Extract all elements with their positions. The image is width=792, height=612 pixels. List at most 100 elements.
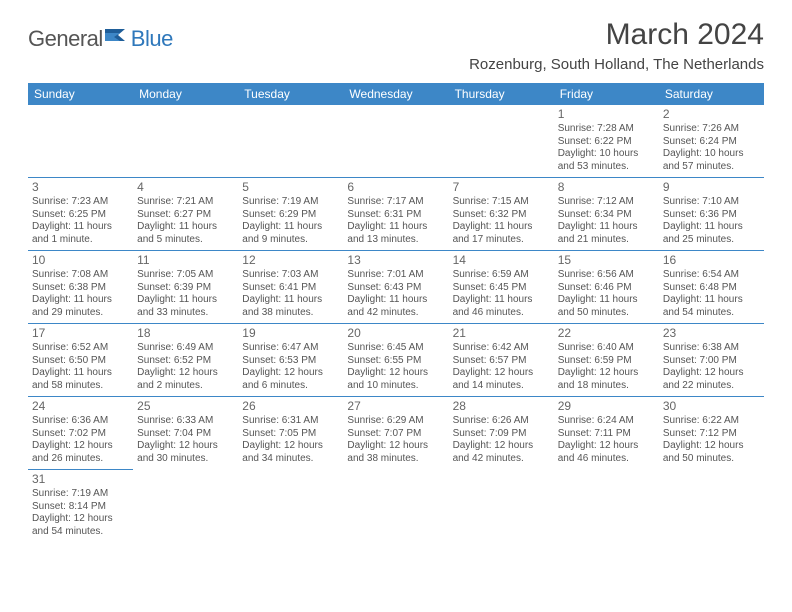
calendar-cell: 19Sunrise: 6:47 AMSunset: 6:53 PMDayligh… <box>238 324 343 397</box>
calendar-week: 24Sunrise: 6:36 AMSunset: 7:02 PMDayligh… <box>28 397 764 470</box>
calendar-cell <box>659 470 764 543</box>
day-number: 1 <box>558 107 655 122</box>
sunset-text: Sunset: 7:02 PM <box>32 428 129 441</box>
month-title: March 2024 <box>469 18 764 52</box>
calendar-cell <box>28 105 133 178</box>
day-number: 5 <box>242 180 339 195</box>
sunset-text: Sunset: 7:11 PM <box>558 428 655 441</box>
sunrise-text: Sunrise: 6:54 AM <box>663 269 760 282</box>
sunrise-text: Sunrise: 7:19 AM <box>242 196 339 209</box>
sunset-text: Sunset: 7:00 PM <box>663 355 760 368</box>
sunrise-text: Sunrise: 7:05 AM <box>137 269 234 282</box>
calendar-cell: 17Sunrise: 6:52 AMSunset: 6:50 PMDayligh… <box>28 324 133 397</box>
sunset-text: Sunset: 6:34 PM <box>558 209 655 222</box>
calendar-cell <box>343 105 448 178</box>
calendar-cell <box>133 470 238 543</box>
sunset-text: Sunset: 6:45 PM <box>453 282 550 295</box>
calendar-cell: 16Sunrise: 6:54 AMSunset: 6:48 PMDayligh… <box>659 251 764 324</box>
day-number: 22 <box>558 326 655 341</box>
calendar-cell: 15Sunrise: 6:56 AMSunset: 6:46 PMDayligh… <box>554 251 659 324</box>
daylight-text: Daylight: 12 hours and 26 minutes. <box>32 440 129 465</box>
sunset-text: Sunset: 6:22 PM <box>558 136 655 149</box>
daylight-text: Daylight: 11 hours and 1 minute. <box>32 221 129 246</box>
calendar-cell: 12Sunrise: 7:03 AMSunset: 6:41 PMDayligh… <box>238 251 343 324</box>
sunset-text: Sunset: 6:25 PM <box>32 209 129 222</box>
calendar-cell: 6Sunrise: 7:17 AMSunset: 6:31 PMDaylight… <box>343 178 448 251</box>
sunset-text: Sunset: 7:07 PM <box>347 428 444 441</box>
sunrise-text: Sunrise: 6:42 AM <box>453 342 550 355</box>
calendar-cell: 18Sunrise: 6:49 AMSunset: 6:52 PMDayligh… <box>133 324 238 397</box>
brand-logo: General Blue <box>28 26 173 52</box>
daylight-text: Daylight: 12 hours and 10 minutes. <box>347 367 444 392</box>
sunrise-text: Sunrise: 6:40 AM <box>558 342 655 355</box>
sunset-text: Sunset: 6:31 PM <box>347 209 444 222</box>
daylight-text: Daylight: 11 hours and 13 minutes. <box>347 221 444 246</box>
day-number: 3 <box>32 180 129 195</box>
day-header: Saturday <box>659 83 764 105</box>
daylight-text: Daylight: 11 hours and 54 minutes. <box>663 294 760 319</box>
daylight-text: Daylight: 12 hours and 14 minutes. <box>453 367 550 392</box>
calendar-cell: 10Sunrise: 7:08 AMSunset: 6:38 PMDayligh… <box>28 251 133 324</box>
sunrise-text: Sunrise: 7:12 AM <box>558 196 655 209</box>
day-number: 23 <box>663 326 760 341</box>
sunrise-text: Sunrise: 6:47 AM <box>242 342 339 355</box>
calendar-cell: 2Sunrise: 7:26 AMSunset: 6:24 PMDaylight… <box>659 105 764 178</box>
daylight-text: Daylight: 12 hours and 46 minutes. <box>558 440 655 465</box>
daylight-text: Daylight: 12 hours and 30 minutes. <box>137 440 234 465</box>
daylight-text: Daylight: 11 hours and 58 minutes. <box>32 367 129 392</box>
sunrise-text: Sunrise: 6:49 AM <box>137 342 234 355</box>
sunset-text: Sunset: 6:32 PM <box>453 209 550 222</box>
day-number: 28 <box>453 399 550 414</box>
sunset-text: Sunset: 6:59 PM <box>558 355 655 368</box>
daylight-text: Daylight: 11 hours and 9 minutes. <box>242 221 339 246</box>
sunset-text: Sunset: 8:14 PM <box>32 501 129 514</box>
calendar-cell: 27Sunrise: 6:29 AMSunset: 7:07 PMDayligh… <box>343 397 448 470</box>
calendar-cell: 25Sunrise: 6:33 AMSunset: 7:04 PMDayligh… <box>133 397 238 470</box>
daylight-text: Daylight: 12 hours and 54 minutes. <box>32 513 129 538</box>
day-number: 8 <box>558 180 655 195</box>
daylight-text: Daylight: 12 hours and 42 minutes. <box>453 440 550 465</box>
calendar-cell <box>133 105 238 178</box>
daylight-text: Daylight: 11 hours and 25 minutes. <box>663 221 760 246</box>
daylight-text: Daylight: 11 hours and 42 minutes. <box>347 294 444 319</box>
sunrise-text: Sunrise: 7:28 AM <box>558 123 655 136</box>
location: Rozenburg, South Holland, The Netherland… <box>469 56 764 73</box>
sunrise-text: Sunrise: 7:23 AM <box>32 196 129 209</box>
calendar-week: 17Sunrise: 6:52 AMSunset: 6:50 PMDayligh… <box>28 324 764 397</box>
sunset-text: Sunset: 6:46 PM <box>558 282 655 295</box>
daylight-text: Daylight: 11 hours and 46 minutes. <box>453 294 550 319</box>
sunset-text: Sunset: 6:27 PM <box>137 209 234 222</box>
sunrise-text: Sunrise: 6:26 AM <box>453 415 550 428</box>
calendar-cell: 1Sunrise: 7:28 AMSunset: 6:22 PMDaylight… <box>554 105 659 178</box>
sunrise-text: Sunrise: 6:36 AM <box>32 415 129 428</box>
sunrise-text: Sunrise: 7:10 AM <box>663 196 760 209</box>
sunset-text: Sunset: 7:04 PM <box>137 428 234 441</box>
day-number: 6 <box>347 180 444 195</box>
sunrise-text: Sunrise: 6:29 AM <box>347 415 444 428</box>
calendar-cell <box>449 105 554 178</box>
sunrise-text: Sunrise: 7:01 AM <box>347 269 444 282</box>
calendar-cell <box>343 470 448 543</box>
calendar-week: 3Sunrise: 7:23 AMSunset: 6:25 PMDaylight… <box>28 178 764 251</box>
calendar-cell: 29Sunrise: 6:24 AMSunset: 7:11 PMDayligh… <box>554 397 659 470</box>
calendar-cell: 13Sunrise: 7:01 AMSunset: 6:43 PMDayligh… <box>343 251 448 324</box>
calendar-cell: 21Sunrise: 6:42 AMSunset: 6:57 PMDayligh… <box>449 324 554 397</box>
day-header: Tuesday <box>238 83 343 105</box>
sunset-text: Sunset: 6:48 PM <box>663 282 760 295</box>
calendar-cell: 23Sunrise: 6:38 AMSunset: 7:00 PMDayligh… <box>659 324 764 397</box>
sunrise-text: Sunrise: 6:38 AM <box>663 342 760 355</box>
sunset-text: Sunset: 6:43 PM <box>347 282 444 295</box>
daylight-text: Daylight: 12 hours and 22 minutes. <box>663 367 760 392</box>
day-number: 26 <box>242 399 339 414</box>
sunset-text: Sunset: 6:24 PM <box>663 136 760 149</box>
sunrise-text: Sunrise: 6:52 AM <box>32 342 129 355</box>
day-number: 9 <box>663 180 760 195</box>
calendar-cell: 30Sunrise: 6:22 AMSunset: 7:12 PMDayligh… <box>659 397 764 470</box>
day-number: 7 <box>453 180 550 195</box>
day-number: 20 <box>347 326 444 341</box>
daylight-text: Daylight: 11 hours and 33 minutes. <box>137 294 234 319</box>
calendar-cell: 9Sunrise: 7:10 AMSunset: 6:36 PMDaylight… <box>659 178 764 251</box>
daylight-text: Daylight: 12 hours and 2 minutes. <box>137 367 234 392</box>
sunset-text: Sunset: 6:29 PM <box>242 209 339 222</box>
calendar-cell: 28Sunrise: 6:26 AMSunset: 7:09 PMDayligh… <box>449 397 554 470</box>
